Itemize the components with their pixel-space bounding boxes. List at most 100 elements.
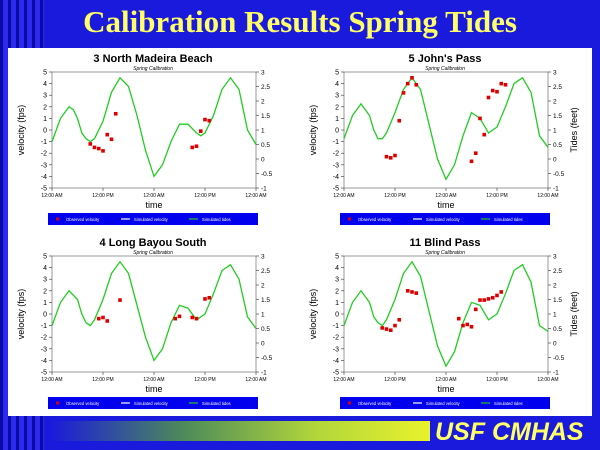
observed-point — [469, 324, 474, 329]
observed-point — [482, 132, 487, 137]
y2-tick-label: 1 — [261, 128, 265, 135]
y2-tick-label: -1 — [261, 370, 267, 377]
observed-point — [482, 298, 487, 302]
observed-point — [384, 327, 389, 331]
observed-point — [499, 290, 504, 294]
y2-tick-label: -0.5 — [261, 355, 273, 362]
observed-point — [473, 151, 478, 155]
observed-point — [203, 297, 207, 301]
footer-logo-text: USF CMHAS — [435, 418, 584, 446]
legend-swatch — [348, 217, 351, 221]
y2-tick-label: 2.5 — [261, 268, 270, 275]
chart-subtitle: Spring Calibration — [425, 66, 465, 72]
observed-point — [384, 154, 389, 159]
y2-tick-label: 3 — [261, 254, 265, 261]
observed-point — [109, 137, 114, 142]
plot-area — [51, 71, 257, 189]
x-tick-label: 12:00 AM — [537, 193, 558, 199]
observed-point — [456, 316, 461, 321]
x-tick-label: 12:00 AM — [41, 193, 62, 199]
chart-subtitle: Spring Calibration — [425, 250, 465, 256]
y-tick-label: 1 — [43, 300, 47, 307]
observed-point — [478, 298, 482, 302]
x-tick-label: 12:00 AM — [245, 193, 266, 199]
observed-point — [207, 118, 212, 123]
y-tick-label: 0 — [43, 312, 47, 319]
y2-tick-label: -0.5 — [553, 171, 565, 178]
tide-series-line — [343, 76, 549, 181]
observed-point — [105, 132, 110, 137]
observed-point — [490, 88, 495, 93]
y-tick-label: 4 — [43, 81, 47, 88]
x-tick-label: 12:00 AM — [41, 377, 62, 383]
y-tick-label: 5 — [43, 70, 47, 77]
y2-tick-label: 1.5 — [553, 113, 562, 120]
observed-point — [490, 295, 495, 300]
y-tick-label: 2 — [43, 104, 47, 111]
y-tick-label: -1 — [41, 323, 47, 330]
y-tick-label: -3 — [333, 162, 339, 169]
plot-area — [343, 71, 549, 189]
observed-point — [503, 82, 508, 87]
tide-series-line — [51, 76, 257, 178]
y-tick-label: -3 — [333, 346, 339, 353]
x-axis-label: time — [145, 200, 162, 210]
y2-tick-label: 0 — [261, 341, 265, 348]
tide-series-line — [51, 260, 257, 362]
y2-tick-label: -1 — [553, 370, 559, 377]
legend-swatch — [56, 401, 59, 405]
observed-point — [495, 293, 499, 298]
y-tick-label: -3 — [41, 346, 47, 353]
legend-label: Observed velocity — [66, 401, 100, 406]
charts-panel: 3 North Madeira Beach Spring Calibration 5… — [8, 48, 592, 416]
tide-series-line — [343, 260, 549, 368]
observed-point — [414, 291, 419, 295]
y-tick-label: 0 — [335, 128, 339, 135]
y-tick-label: -4 — [333, 358, 339, 365]
y2-tick-label: 2.5 — [553, 268, 562, 275]
y2-tick-label: 1.5 — [553, 297, 562, 304]
y-tick-label: -2 — [333, 335, 339, 342]
x-axis-label: time — [437, 200, 454, 210]
y2-tick-label: 0 — [261, 157, 265, 164]
y-tick-label: -5 — [333, 186, 339, 193]
plot-area — [343, 255, 549, 373]
observed-point — [101, 149, 105, 153]
y-tick-label: -3 — [41, 162, 47, 169]
y2-axis-label: Tides (feet) — [569, 291, 579, 336]
y-tick-label: -4 — [41, 358, 47, 365]
x-tick-label: 12:00 PM — [384, 377, 405, 383]
observed-point — [92, 145, 97, 150]
x-tick-label: 12:00 PM — [486, 377, 507, 383]
x-tick-label: 12:00 PM — [384, 193, 405, 199]
y-tick-label: 4 — [335, 265, 339, 272]
x-tick-label: 12:00 AM — [143, 193, 164, 199]
observed-point — [96, 146, 101, 151]
legend-label: Simulated tides — [202, 401, 231, 406]
legend-label: Simulated velocity — [134, 401, 169, 406]
y2-tick-label: 1 — [553, 312, 557, 319]
legend-label: Simulated tides — [494, 217, 523, 222]
observed-point — [194, 316, 199, 321]
y2-tick-label: 2 — [553, 283, 557, 290]
observed-point — [113, 111, 118, 116]
y2-tick-label: 0.5 — [553, 142, 562, 149]
y-tick-label: 3 — [43, 277, 47, 284]
observed-point — [461, 323, 465, 328]
y2-tick-label: 0 — [553, 341, 557, 348]
y2-tick-label: 0 — [553, 157, 557, 164]
y2-tick-label: 1 — [261, 312, 265, 319]
observed-point — [388, 328, 393, 333]
observed-point — [478, 116, 482, 121]
observed-point — [190, 145, 195, 150]
observed-point — [393, 153, 397, 158]
observed-point — [118, 298, 122, 302]
y2-tick-label: -1 — [261, 186, 267, 193]
x-tick-label: 12:00 AM — [333, 377, 354, 383]
y-tick-label: 3 — [43, 93, 47, 100]
y-tick-label: -1 — [333, 139, 339, 146]
x-tick-label: 12:00 PM — [194, 193, 215, 199]
footer-gradient-bar — [50, 421, 430, 441]
y2-axis-label: Tides (feet) — [569, 107, 579, 152]
legend-swatch — [348, 401, 351, 405]
